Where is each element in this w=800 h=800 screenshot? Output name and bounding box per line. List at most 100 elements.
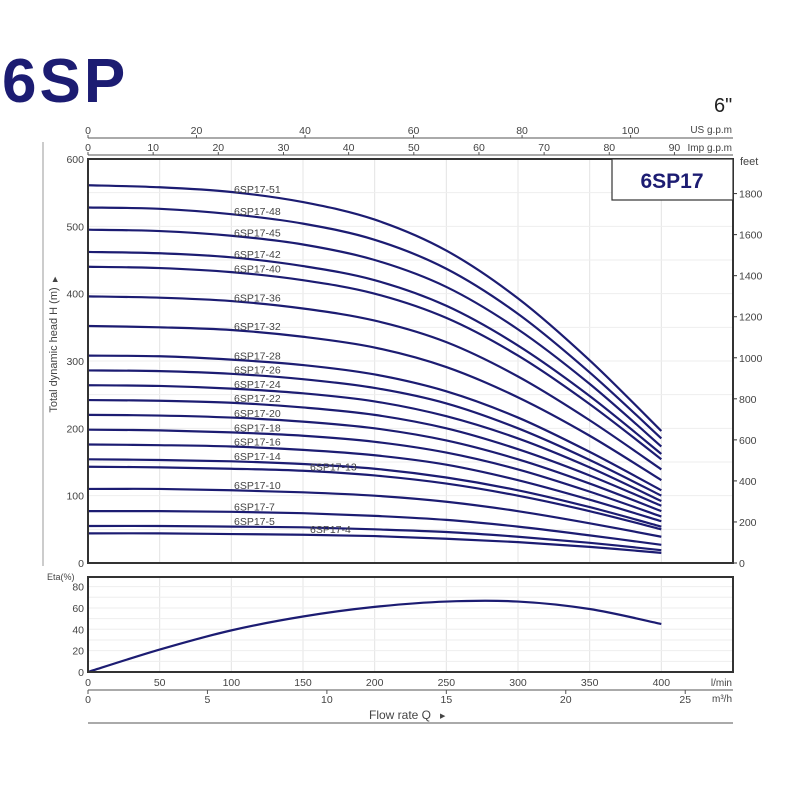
- y-right-tick-label: 1400: [739, 271, 763, 283]
- top-axis-tick-label: 40: [343, 142, 355, 154]
- curve-label: 6SP17-24: [234, 379, 281, 391]
- y-right-tick-label: 400: [739, 476, 757, 488]
- y-right-tick-label: 800: [739, 394, 757, 406]
- top-axis-tick-label: 20: [212, 142, 224, 154]
- x-tick-label: 250: [438, 677, 456, 689]
- curve-label: 6SP17-32: [234, 321, 281, 333]
- m3h-unit: m³/h: [712, 694, 732, 705]
- product-title: 6SP: [2, 47, 129, 116]
- top-axis-tick-label: 80: [603, 142, 615, 154]
- imp-gpm-label: Imp g.p.m: [688, 143, 732, 154]
- y-right-tick-label: 200: [739, 517, 757, 529]
- eta-tick-label: 60: [72, 603, 84, 615]
- curve-label: 6SP17-26: [234, 364, 281, 376]
- y-tick-label: 600: [66, 154, 84, 166]
- curve-label: 6SP17-36: [234, 292, 281, 304]
- m3h-tick-label: 10: [321, 694, 333, 706]
- curve-label: 6SP17-16: [234, 437, 281, 449]
- top-axis-tick-label: 80: [516, 125, 528, 137]
- model-box: [611, 158, 734, 201]
- head-curve-6SP17-5: [87, 524, 662, 552]
- y-tick-label: 500: [66, 221, 84, 233]
- y-right-tick-label: 1600: [739, 230, 763, 242]
- head-curve-6SP17-20: [87, 413, 662, 513]
- head-curve-6SP17-16: [87, 443, 662, 523]
- y-right-tick-label: 0: [739, 558, 745, 570]
- top-axis-tick-label: 10: [147, 142, 159, 154]
- curve-label: 6SP17-5: [234, 516, 275, 528]
- x-tick-label: 50: [154, 677, 166, 689]
- curve-label: 6SP17-40: [234, 264, 281, 276]
- head-curve-6SP17-45: [87, 228, 663, 448]
- head-curve-6SP17-36: [87, 295, 662, 471]
- head-curve-6SP17-24: [87, 384, 662, 503]
- x-axis-arrow-icon: ▶: [440, 713, 446, 720]
- y-tick-label: 300: [66, 356, 84, 368]
- eta-tick-label: 80: [72, 582, 84, 594]
- top-axis-tick-label: 50: [408, 142, 420, 154]
- y-tick-label: 0: [78, 558, 84, 570]
- top-axis-tick-label: 0: [85, 142, 91, 154]
- x-tick-label: 150: [294, 677, 312, 689]
- y-tick-label: 100: [66, 491, 84, 503]
- head-curve-6SP17-10: [87, 487, 662, 538]
- curve-label: 6SP17-48: [234, 206, 281, 218]
- model-title: 6SP17: [640, 170, 703, 193]
- m3h-tick-label: 5: [205, 694, 211, 706]
- x-tick-label: 100: [223, 677, 241, 689]
- pump-size-label: 6": [714, 95, 733, 117]
- lmin-unit: l/min: [711, 678, 732, 689]
- curve-label: 6SP17-18: [234, 422, 281, 434]
- top-axis-tick-label: 20: [191, 125, 203, 137]
- feet-label: feet: [740, 156, 758, 168]
- head-curve-6SP17-51: [87, 184, 663, 432]
- head-curve-6SP17-14: [87, 458, 662, 528]
- eta-tick-label: 40: [72, 624, 84, 636]
- top-axis-tick-label: 0: [85, 125, 91, 137]
- top-axis-tick-label: 60: [408, 125, 420, 137]
- m3h-tick-label: 0: [85, 694, 91, 706]
- y-right-tick-label: 1200: [739, 312, 763, 324]
- us-gpm-label: US g.p.m: [690, 125, 732, 136]
- curve-label: 6SP17-10: [234, 480, 281, 492]
- top-axis-tick-label: 40: [299, 125, 311, 137]
- top-axis-tick-label: 90: [669, 142, 681, 154]
- y-tick-label: 200: [66, 423, 84, 435]
- eta-plot-frame: [87, 576, 734, 673]
- eta-tick-label: 0: [78, 667, 84, 679]
- curve-label: 6SP17-14: [234, 451, 281, 463]
- head-curve-6SP17-32: [87, 324, 662, 482]
- curve-label: 6SP17-22: [234, 393, 281, 405]
- curve-label: 6SP17-28: [234, 350, 281, 362]
- y-axis-label: Total dynamic head H (m): [48, 287, 60, 412]
- head-curve-6SP17-4: [87, 532, 662, 554]
- m3h-tick-label: 20: [560, 694, 572, 706]
- eta-label: Eta(%): [47, 572, 75, 582]
- head-curve-6SP17-7: [87, 510, 662, 546]
- x-tick-label: 200: [366, 677, 384, 689]
- head-plot-frame: [87, 158, 734, 564]
- x-tick-label: 350: [581, 677, 599, 689]
- x-tick-label: 400: [653, 677, 671, 689]
- top-axis-tick-label: 70: [538, 142, 550, 154]
- curve-label: 6SP17-42: [234, 249, 281, 261]
- head-curve-6SP17-26: [87, 369, 662, 497]
- y-right-tick-label: 1800: [739, 189, 763, 201]
- head-curve-6SP17-42: [87, 250, 663, 455]
- curve-label: 6SP17-45: [234, 228, 281, 240]
- head-curve-6SP17-28: [87, 354, 662, 492]
- eta-tick-label: 20: [72, 646, 84, 658]
- y-right-tick-label: 1000: [739, 353, 763, 365]
- curve-label: 6SP17-4: [310, 524, 351, 536]
- curve-label: 6SP17-7: [234, 501, 275, 513]
- curve-label: 6SP17-20: [234, 408, 281, 420]
- head-curve-6SP17-18: [87, 428, 662, 518]
- efficiency-curve: [87, 599, 662, 674]
- x-tick-label: 300: [509, 677, 527, 689]
- curve-label: 6SP17-51: [234, 184, 281, 196]
- head-curve-6SP17-48: [87, 206, 663, 440]
- top-axis-tick-label: 100: [622, 125, 640, 137]
- m3h-tick-label: 15: [440, 694, 452, 706]
- head-curve-6SP17-13: [87, 465, 662, 531]
